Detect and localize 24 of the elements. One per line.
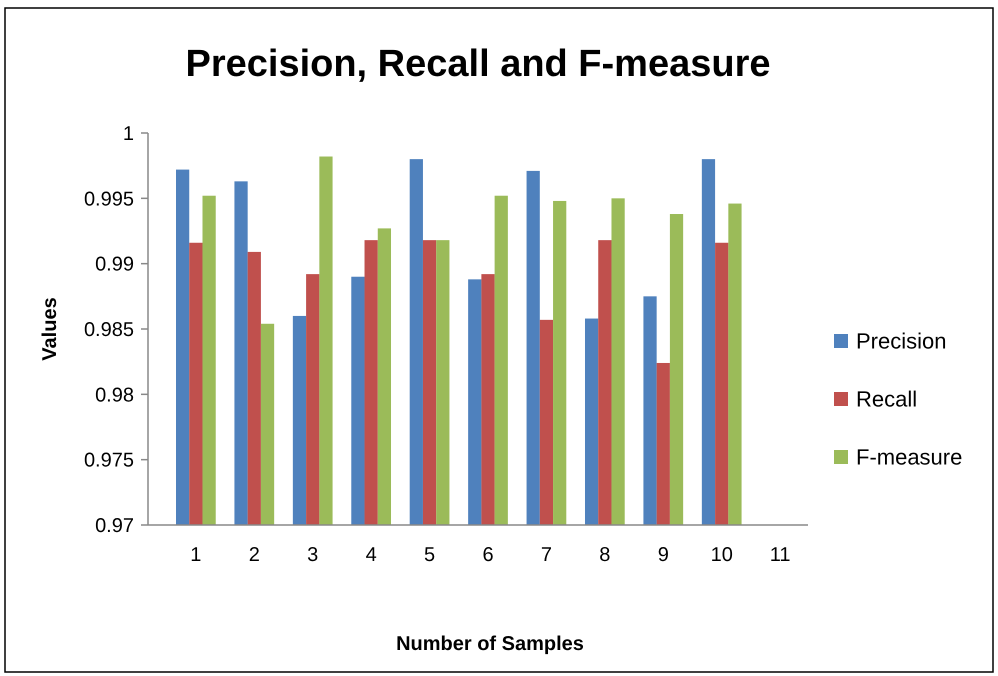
y-axis-title: Values	[39, 297, 61, 361]
y-tick-label: 0.97	[95, 515, 134, 537]
x-tick-label: 9	[658, 544, 669, 566]
legend-label: Recall	[856, 386, 918, 412]
y-tick-label: 0.995	[84, 188, 134, 210]
y-tick-label: 0.99	[95, 254, 134, 276]
x-tick-label: 2	[248, 544, 260, 566]
x-tick-label: 11	[770, 544, 791, 566]
x-tick-label: 6	[482, 544, 494, 566]
x-tick-label: 3	[307, 544, 318, 566]
x-tick-label: 7	[540, 544, 552, 566]
legend-label: Precision	[856, 328, 946, 354]
legend-label: F-measure	[856, 444, 962, 470]
x-tick-label: 5	[424, 544, 436, 566]
x-tick-label: 1	[190, 544, 202, 566]
chart-title: Precision, Recall and F-measure	[185, 43, 771, 85]
x-tick-label: 4	[366, 544, 377, 566]
y-tick-label: 1	[122, 123, 134, 145]
x-axis-title: Number of Samples	[396, 633, 584, 655]
y-tick-label: 0.98	[95, 384, 134, 406]
y-tick-label: 0.975	[84, 450, 134, 472]
x-tick-label: 8	[599, 544, 610, 566]
y-tick-label: 0.985	[84, 319, 134, 341]
x-tick-label: 10	[710, 544, 733, 566]
